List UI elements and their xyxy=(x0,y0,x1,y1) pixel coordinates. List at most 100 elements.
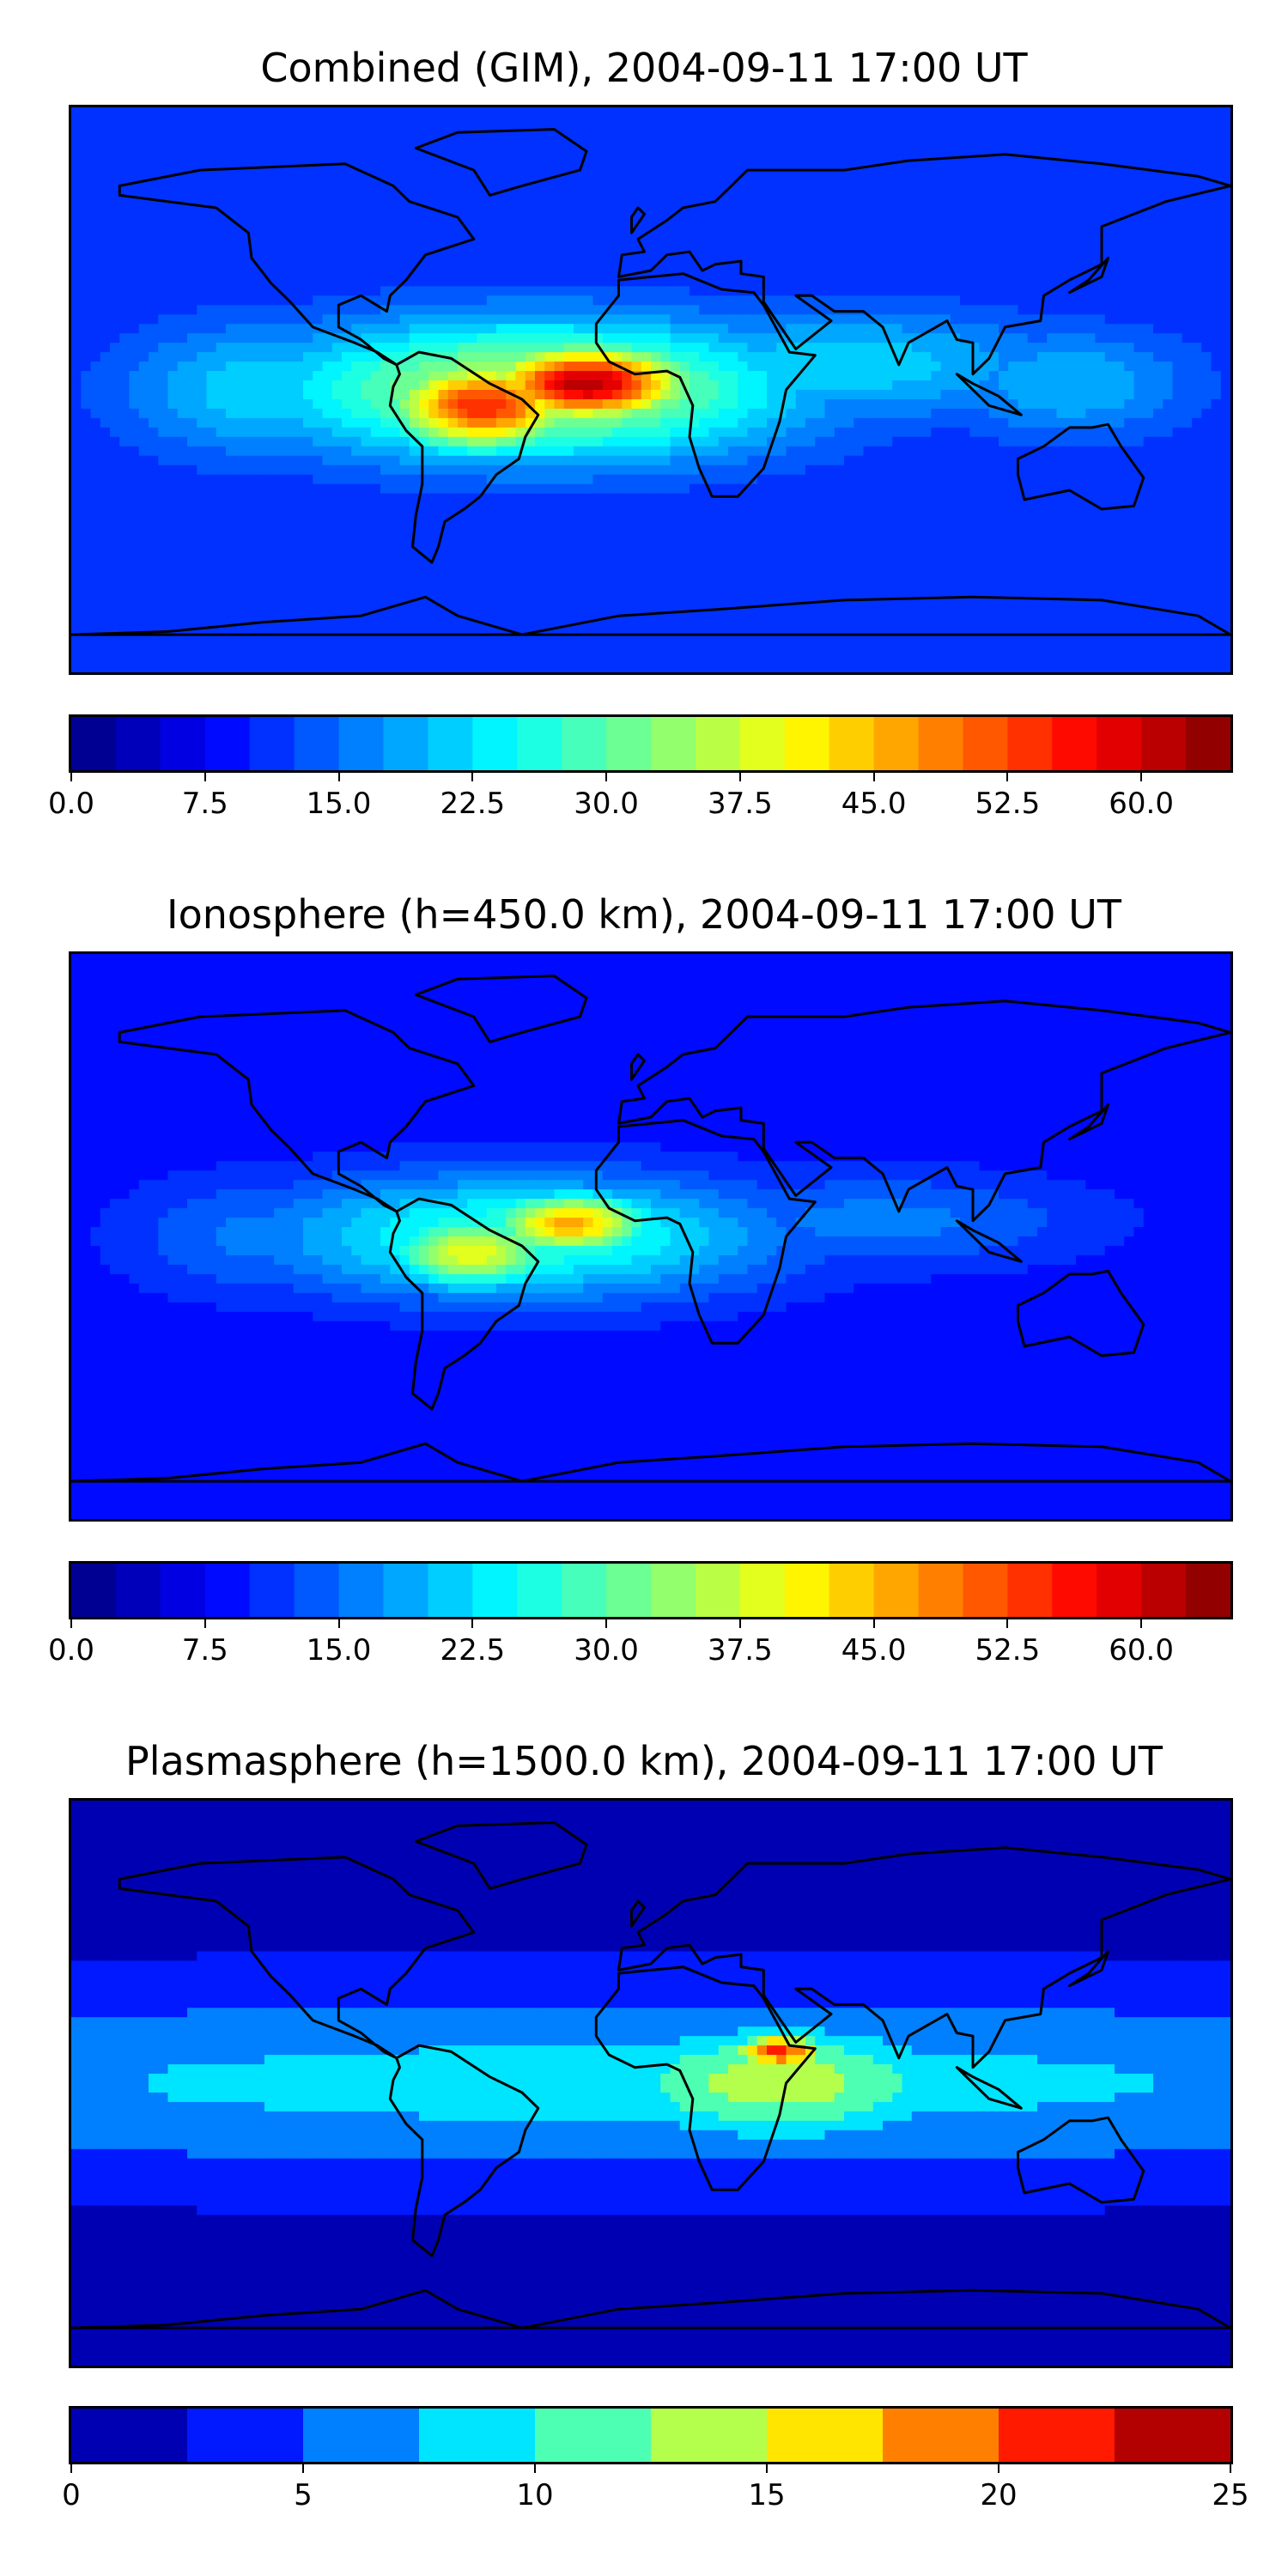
heatmap-cell xyxy=(902,173,913,184)
heatmap-cell xyxy=(660,493,671,504)
heatmap-cell xyxy=(999,135,1009,146)
heatmap-cell xyxy=(1104,352,1115,362)
heatmap-cell xyxy=(515,324,526,334)
heatmap-cell xyxy=(525,220,536,231)
heatmap-cell xyxy=(999,465,1009,476)
heatmap-cell xyxy=(496,305,507,315)
heatmap-cell xyxy=(699,116,710,127)
heatmap-cell xyxy=(660,324,671,334)
heatmap-cell xyxy=(960,436,970,447)
heatmap-cell xyxy=(1104,191,1115,203)
heatmap-cell xyxy=(1172,352,1183,362)
heatmap-cell xyxy=(458,483,468,495)
heatmap-cell xyxy=(756,125,768,137)
heatmap-cell xyxy=(1133,210,1145,222)
heatmap-cell xyxy=(274,465,285,476)
heatmap-cell xyxy=(342,436,352,447)
heatmap-cell xyxy=(786,352,797,362)
heatmap-cell xyxy=(544,314,556,325)
heatmap-cell xyxy=(563,201,574,212)
heatmap-cell xyxy=(1192,436,1202,447)
heatmap-cell xyxy=(390,201,401,212)
heatmap-cell xyxy=(535,125,545,137)
heatmap-cell xyxy=(1056,371,1067,381)
heatmap-cell xyxy=(313,343,324,353)
heatmap-cell xyxy=(641,474,652,485)
heatmap-cell xyxy=(960,201,970,212)
heatmap-cell xyxy=(467,248,478,259)
heatmap-cell xyxy=(1143,276,1154,287)
heatmap-cell xyxy=(390,239,401,250)
heatmap-cell xyxy=(486,201,497,212)
heatmap-cell xyxy=(254,286,265,296)
heatmap-cell xyxy=(1095,474,1106,485)
heatmap-cell xyxy=(795,286,806,296)
heatmap-cell xyxy=(206,154,217,165)
heatmap-cell xyxy=(1066,201,1077,212)
heatmap-cell xyxy=(960,455,970,466)
heatmap-cell xyxy=(574,210,584,222)
heatmap-cell xyxy=(90,201,101,212)
heatmap-cell xyxy=(216,361,227,372)
heatmap-cell xyxy=(303,305,313,315)
heatmap-cell xyxy=(486,390,497,400)
heatmap-cell xyxy=(158,408,169,419)
heatmap-cell xyxy=(602,125,613,137)
heatmap-cell xyxy=(999,333,1009,343)
heatmap-cell xyxy=(419,267,429,277)
heatmap-cell xyxy=(110,324,120,334)
heatmap-cell xyxy=(1076,465,1086,476)
heatmap-cell xyxy=(651,483,661,495)
heatmap-cell xyxy=(419,446,429,457)
heatmap-cell xyxy=(506,427,517,438)
heatmap-cell xyxy=(409,239,420,250)
heatmap-cell xyxy=(563,267,574,277)
heatmap-cell xyxy=(390,154,401,165)
heatmap-cell xyxy=(380,483,391,495)
heatmap-cell xyxy=(1018,465,1029,476)
heatmap-cell xyxy=(361,135,372,146)
heatmap-cell xyxy=(1153,163,1163,174)
heatmap-cell xyxy=(631,483,642,495)
heatmap-cell xyxy=(303,398,313,410)
heatmap-cell xyxy=(1115,229,1125,240)
heatmap-cell xyxy=(728,239,738,250)
heatmap-cell xyxy=(863,455,874,466)
heatmap-cell xyxy=(467,371,478,381)
heatmap-cell xyxy=(419,483,429,495)
heatmap-cell xyxy=(206,276,217,287)
heatmap-cell xyxy=(138,144,149,155)
heatmap-cell xyxy=(1056,201,1067,212)
heatmap-cell xyxy=(380,371,391,381)
heatmap-cell xyxy=(149,483,159,495)
heatmap-cell xyxy=(854,295,865,306)
heatmap-cell xyxy=(361,201,372,212)
heatmap-cell xyxy=(149,380,159,391)
heatmap-cell xyxy=(911,239,922,250)
heatmap-cell xyxy=(254,343,265,353)
heatmap-cell xyxy=(690,154,700,165)
heatmap-cell xyxy=(854,276,865,287)
heatmap-cell xyxy=(100,107,111,118)
heatmap-cell xyxy=(583,483,594,495)
heatmap-cell xyxy=(361,116,372,127)
heatmap-cell xyxy=(911,474,922,485)
heatmap-cell xyxy=(187,154,197,165)
heatmap-cell xyxy=(322,107,333,118)
heatmap-cell xyxy=(438,182,449,193)
heatmap-cell xyxy=(187,390,197,400)
heatmap-cell xyxy=(988,182,999,193)
heatmap-cell xyxy=(988,417,999,428)
heatmap-cell xyxy=(254,436,265,447)
heatmap-cell xyxy=(1220,314,1230,325)
heatmap-cell xyxy=(342,286,352,296)
heatmap-cell xyxy=(177,398,188,410)
heatmap-cell xyxy=(1018,173,1029,184)
heatmap-cell xyxy=(854,305,865,315)
heatmap-cell xyxy=(506,116,517,127)
heatmap-cell xyxy=(1163,210,1174,222)
heatmap-cell xyxy=(863,210,874,222)
heatmap-cell xyxy=(380,427,391,438)
heatmap-cell xyxy=(708,107,720,118)
heatmap-cell xyxy=(544,210,556,222)
